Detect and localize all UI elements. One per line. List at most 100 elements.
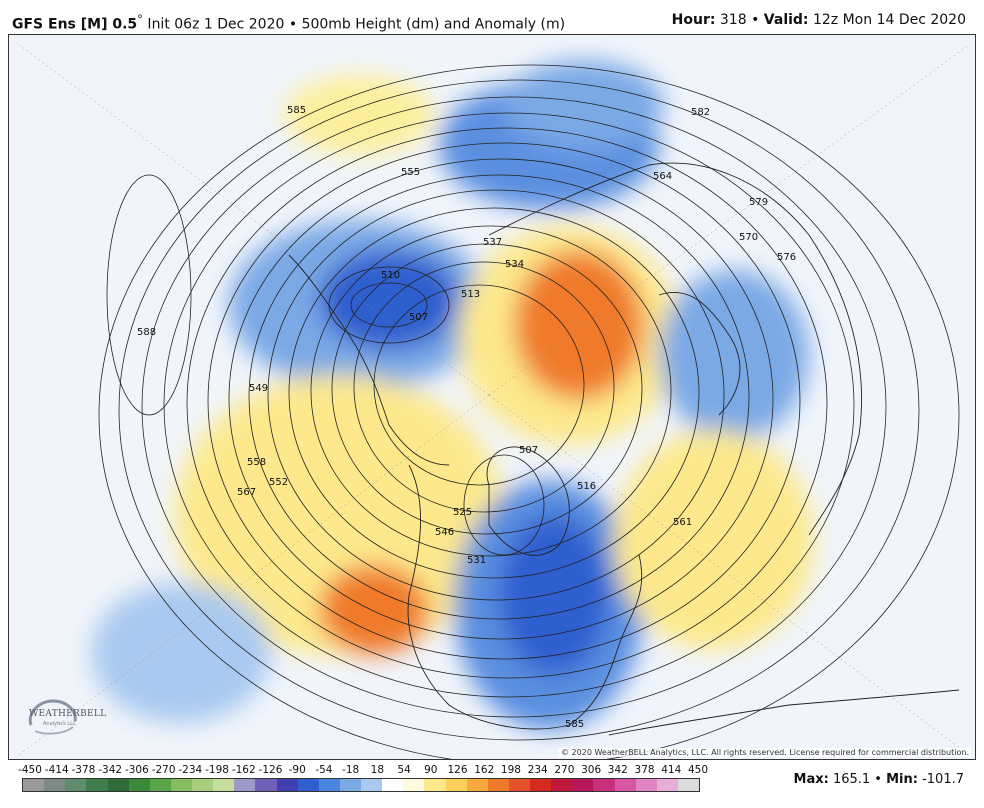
contour-label: 507 (519, 445, 538, 456)
contour-label: 534 (505, 259, 524, 270)
contour-label: 588 (137, 327, 156, 338)
valid-label: Valid: (763, 12, 809, 28)
max-value: 165.1 • (828, 772, 887, 787)
anomaly-positive-pacific-core (319, 565, 429, 655)
contour-labels: 585 555 510 507 513 537 534 582 564 579 … (137, 105, 796, 730)
scale-tick-label: 234 (527, 764, 548, 776)
scale-tick-label: -18 (342, 764, 360, 776)
scale-segment (424, 779, 446, 791)
scale-segment (149, 779, 171, 791)
scale-segment (339, 779, 361, 791)
scale-segment (551, 779, 573, 791)
anomaly-negative-europe-2 (504, 60, 664, 150)
contour-label: 516 (577, 481, 596, 492)
scale-tick-label: -306 (124, 764, 149, 776)
scale-tick-label: 306 (581, 764, 602, 776)
scale-segment (44, 779, 66, 791)
scale-segment (677, 779, 699, 791)
scale-tick-label: 414 (661, 764, 682, 776)
valid-time: Hour: 318 • Valid: 12z Mon 14 Dec 2020 (672, 12, 966, 28)
valid-value: 12z Mon 14 Dec 2020 (808, 12, 966, 28)
contour-label: 561 (673, 517, 692, 528)
scale-tick-label: -90 (288, 764, 306, 776)
contour-label: 567 (237, 487, 256, 498)
scale-segment (234, 779, 256, 791)
contour-ring (163, 112, 855, 698)
contour-ring (331, 243, 643, 535)
scale-segment (572, 779, 594, 791)
contour-ring (353, 261, 615, 513)
scale-tick-label: -378 (71, 764, 96, 776)
scale-segment (656, 779, 678, 791)
contour-label: 585 (287, 105, 306, 116)
scale-segment (107, 779, 129, 791)
contour-ring (118, 79, 920, 741)
scale-tick-label: 54 (397, 764, 411, 776)
hour-value: 318 • (715, 12, 764, 28)
scale-segment (255, 779, 277, 791)
scale-tick-label: -342 (98, 764, 123, 776)
contour-ring (310, 225, 672, 557)
contour-ring (267, 189, 725, 601)
scale-bar (22, 778, 700, 792)
min-value: -101.7 (917, 772, 964, 787)
scale-segment (593, 779, 615, 791)
map-panel: 585 555 510 507 513 537 534 582 564 579 … (8, 34, 976, 760)
scale-tick-label: -270 (151, 764, 176, 776)
model-name: GFS Ens [M] 0.5 (12, 16, 138, 33)
copyright-notice: © 2020 WeatherBELL Analytics, LLC. All r… (559, 748, 971, 757)
meridian-line (488, 44, 970, 396)
scale-tick-label: -54 (315, 764, 333, 776)
scale-segment (318, 779, 340, 791)
contour-label: 537 (483, 237, 502, 248)
color-scale: -450 -414 -378 -342 -306 -270 -234 -198 -162 -126… (0, 762, 984, 808)
anomaly-negative-atlantic (659, 270, 809, 440)
contour-label: 582 (691, 107, 710, 118)
scale-tick-label: -234 (178, 764, 203, 776)
north-america-coast (407, 464, 643, 730)
scale-segment (466, 779, 488, 791)
contour-ring (350, 282, 428, 328)
hour-label: Hour: (671, 12, 716, 28)
contour-ring (98, 64, 960, 759)
contour-ring (106, 174, 192, 416)
scale-tick-label: -414 (44, 764, 69, 776)
scale-segment (635, 779, 657, 791)
scale-tick-label: 198 (500, 764, 521, 776)
anomaly-positive-alaska (284, 75, 434, 155)
anomaly-negative-npacific (91, 583, 271, 723)
scale-segment (508, 779, 530, 791)
meridian-line (18, 394, 490, 756)
contour-ring (207, 142, 801, 660)
scale-tick-label: 342 (607, 764, 628, 776)
scale-segment (65, 779, 87, 791)
contour-label: 585 (565, 719, 584, 730)
contour-label: 546 (435, 527, 454, 538)
scale-segment (170, 779, 192, 791)
map-title: GFS Ens [M] 0.5° Init 06z 1 Dec 2020 • 5… (12, 12, 565, 33)
scale-tick-label: -126 (258, 764, 283, 776)
max-label: Max: (793, 772, 829, 787)
scale-segment (445, 779, 467, 791)
degree-symbol: ° (137, 12, 143, 26)
scale-segment (213, 779, 235, 791)
scale-segment (23, 779, 45, 791)
coastlines (288, 162, 960, 736)
anomaly-positive-natlantic (614, 430, 814, 650)
contour-label: 531 (467, 555, 486, 566)
polar-map: 585 555 510 507 513 537 534 582 564 579 … (18, 44, 970, 759)
scale-segment (530, 779, 552, 791)
eurasia-coast (488, 162, 862, 536)
contour-label: 552 (269, 477, 288, 488)
init-description: Init 06z 1 Dec 2020 • 500mb Height (dm) … (142, 16, 566, 33)
scale-tick-label: 18 (370, 764, 385, 776)
anomaly-negative-siberia-core (319, 250, 459, 350)
scale-segment (361, 779, 383, 791)
scale-tick-label: -162 (231, 764, 256, 776)
contour-label: 558 (247, 457, 266, 468)
scale-segment (487, 779, 509, 791)
anomaly-positive-pacific (174, 375, 504, 655)
height-contours (98, 64, 960, 759)
scale-tick-label: 450 (687, 764, 709, 776)
caribbean-coast (608, 689, 960, 736)
